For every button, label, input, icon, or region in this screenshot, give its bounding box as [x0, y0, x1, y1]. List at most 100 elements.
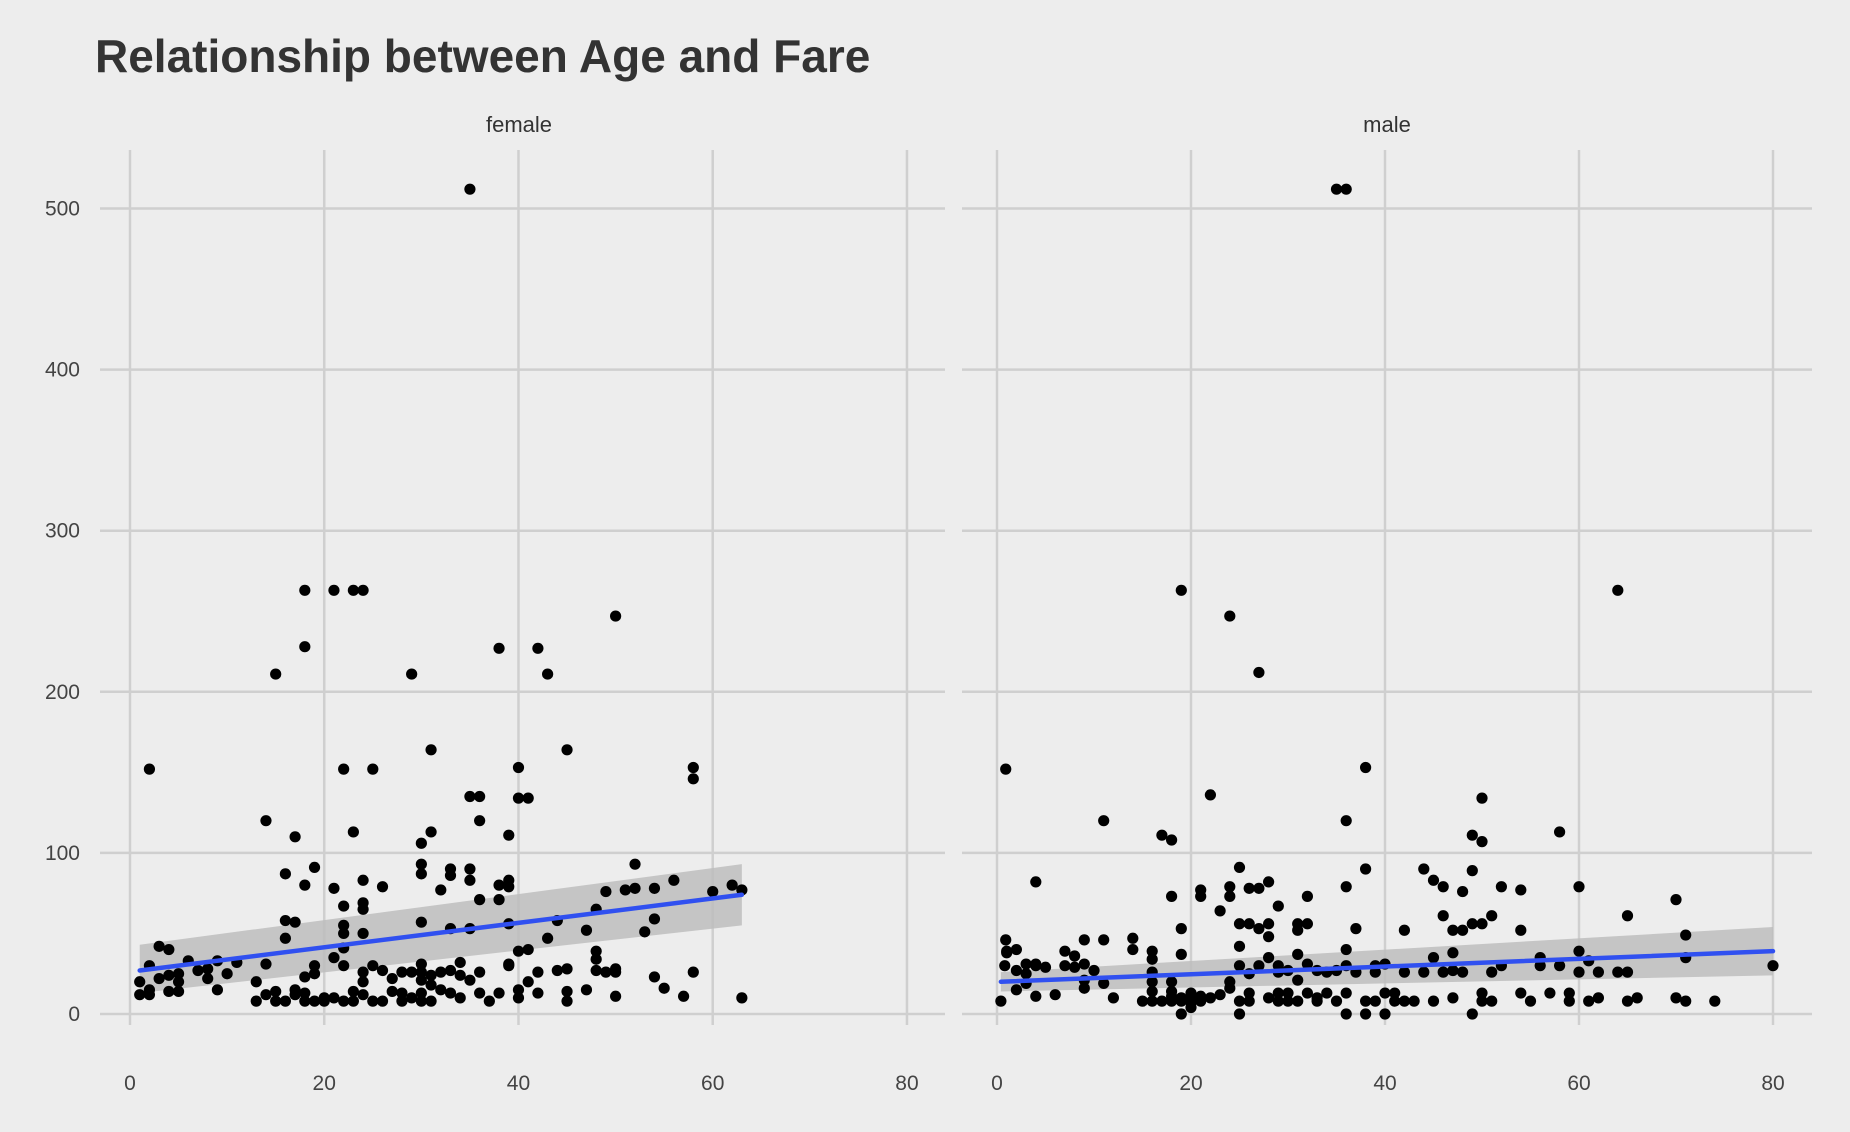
panel-female: 0 20 40 60 80 — [100, 150, 945, 1095]
data-point — [357, 976, 369, 988]
data-point — [1301, 918, 1313, 930]
data-point — [1233, 861, 1246, 873]
data-point — [1563, 987, 1575, 999]
x-tick-label: 0 — [991, 1072, 1003, 1095]
data-point — [1214, 989, 1226, 1001]
x-tick-label: 80 — [1761, 1072, 1784, 1095]
y-tick-label: 500 — [45, 198, 80, 221]
data-point — [299, 995, 311, 1007]
data-point — [338, 900, 350, 912]
data-point — [1272, 900, 1284, 912]
data-point — [143, 989, 156, 1001]
data-point — [1447, 964, 1459, 977]
data-point — [1204, 992, 1216, 1004]
x-tick-label: 0 — [124, 1072, 136, 1095]
data-point — [1592, 992, 1604, 1004]
data-point — [328, 882, 340, 894]
data-point — [260, 989, 272, 1001]
data-point — [338, 960, 350, 972]
data-point — [1311, 995, 1323, 1007]
data-point — [1592, 966, 1604, 978]
data-point — [1360, 995, 1372, 1007]
data-point — [1476, 918, 1488, 930]
data-point — [580, 984, 593, 996]
data-point — [1039, 961, 1052, 973]
data-point — [503, 960, 515, 972]
data-point — [1621, 966, 1634, 978]
data-point — [1389, 995, 1401, 1007]
data-point — [308, 960, 321, 972]
data-point — [1437, 910, 1449, 922]
y-tick-label: 0 — [68, 1003, 80, 1026]
data-point — [736, 884, 748, 896]
data-point — [1098, 815, 1110, 827]
data-point — [435, 884, 447, 896]
data-point — [308, 861, 321, 873]
data-point — [444, 987, 457, 999]
data-point — [1369, 995, 1381, 1007]
data-point — [299, 584, 311, 596]
data-point — [1166, 890, 1178, 902]
data-point — [522, 976, 534, 988]
data-point — [367, 763, 379, 775]
data-point — [415, 958, 427, 970]
data-point — [1427, 874, 1440, 886]
data-point — [1233, 940, 1246, 952]
data-point — [357, 874, 369, 886]
data-point — [1166, 985, 1178, 998]
data-point — [1233, 918, 1246, 930]
data-point — [279, 914, 291, 927]
data-point — [376, 995, 389, 1007]
data-point — [1573, 881, 1585, 893]
data-point — [648, 913, 661, 925]
data-point — [1156, 995, 1168, 1007]
data-point — [1136, 995, 1149, 1007]
data-point — [493, 642, 505, 654]
data-point — [1495, 881, 1507, 893]
data-point — [308, 968, 321, 980]
x-tick-label: 60 — [1567, 1072, 1590, 1095]
data-point — [357, 989, 369, 1001]
data-point — [1000, 934, 1012, 946]
data-point — [1282, 987, 1294, 999]
data-point — [1301, 890, 1313, 902]
data-point — [1263, 992, 1275, 1004]
data-point — [1563, 995, 1575, 1007]
data-point — [347, 985, 359, 998]
data-point — [1612, 584, 1624, 596]
data-point — [1379, 1008, 1391, 1020]
data-point — [250, 995, 262, 1007]
data-point — [1680, 995, 1692, 1007]
data-point — [1146, 945, 1158, 957]
data-point — [1243, 882, 1255, 894]
data-point — [279, 868, 291, 880]
data-point — [1030, 958, 1042, 970]
data-point — [425, 744, 437, 756]
data-point — [211, 984, 224, 996]
data-point — [1398, 995, 1410, 1007]
data-point — [532, 642, 544, 654]
data-point — [1078, 958, 1090, 970]
data-point — [143, 763, 156, 775]
data-point — [396, 995, 408, 1007]
x-tick-label: 40 — [507, 1072, 530, 1095]
data-point — [1195, 995, 1207, 1007]
x-tick-label: 60 — [701, 1072, 724, 1095]
data-point — [328, 584, 340, 596]
data-point — [1001, 947, 1013, 959]
data-point — [1195, 890, 1207, 902]
data-point — [1340, 987, 1352, 999]
data-point — [153, 972, 165, 985]
x-tick-label: 40 — [1373, 1072, 1396, 1095]
data-point — [542, 932, 554, 944]
data-point — [299, 971, 311, 983]
data-point — [1069, 961, 1081, 973]
data-point — [1146, 953, 1158, 965]
data-point — [1078, 982, 1090, 994]
data-point — [474, 966, 486, 978]
data-point — [503, 881, 515, 893]
data-point — [512, 761, 525, 774]
data-point — [648, 882, 661, 894]
data-point — [1554, 960, 1566, 972]
data-point — [629, 858, 641, 870]
